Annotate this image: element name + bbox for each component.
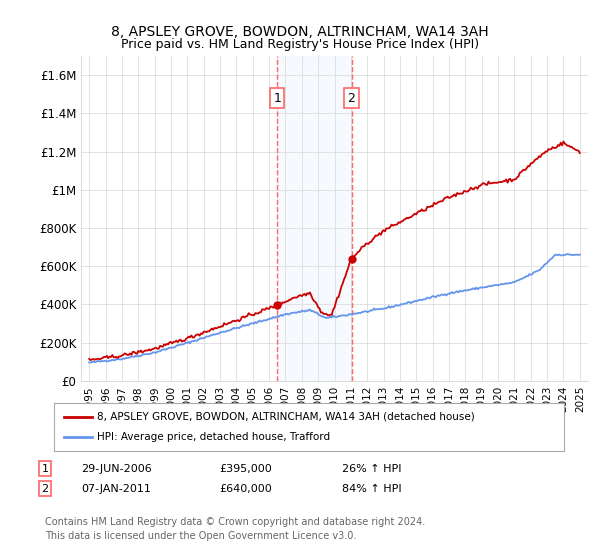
Text: 07-JAN-2011: 07-JAN-2011 (81, 484, 151, 494)
Text: 8, APSLEY GROVE, BOWDON, ALTRINCHAM, WA14 3AH (detached house): 8, APSLEY GROVE, BOWDON, ALTRINCHAM, WA1… (97, 412, 475, 422)
Text: 2: 2 (347, 91, 355, 105)
Text: HPI: Average price, detached house, Trafford: HPI: Average price, detached house, Traf… (97, 432, 331, 442)
Text: 29-JUN-2006: 29-JUN-2006 (81, 464, 152, 474)
Text: 8, APSLEY GROVE, BOWDON, ALTRINCHAM, WA14 3AH: 8, APSLEY GROVE, BOWDON, ALTRINCHAM, WA1… (111, 25, 489, 39)
Text: 2: 2 (41, 484, 49, 494)
Text: 1: 1 (274, 91, 281, 105)
Text: Contains HM Land Registry data © Crown copyright and database right 2024.
This d: Contains HM Land Registry data © Crown c… (45, 517, 425, 541)
Bar (572, 56, 588, 381)
Text: 84% ↑ HPI: 84% ↑ HPI (342, 484, 401, 494)
Bar (277, 56, 352, 381)
Text: £640,000: £640,000 (219, 484, 272, 494)
Text: £395,000: £395,000 (219, 464, 272, 474)
Text: Price paid vs. HM Land Registry's House Price Index (HPI): Price paid vs. HM Land Registry's House … (121, 38, 479, 51)
Text: 26% ↑ HPI: 26% ↑ HPI (342, 464, 401, 474)
Text: 1: 1 (41, 464, 49, 474)
